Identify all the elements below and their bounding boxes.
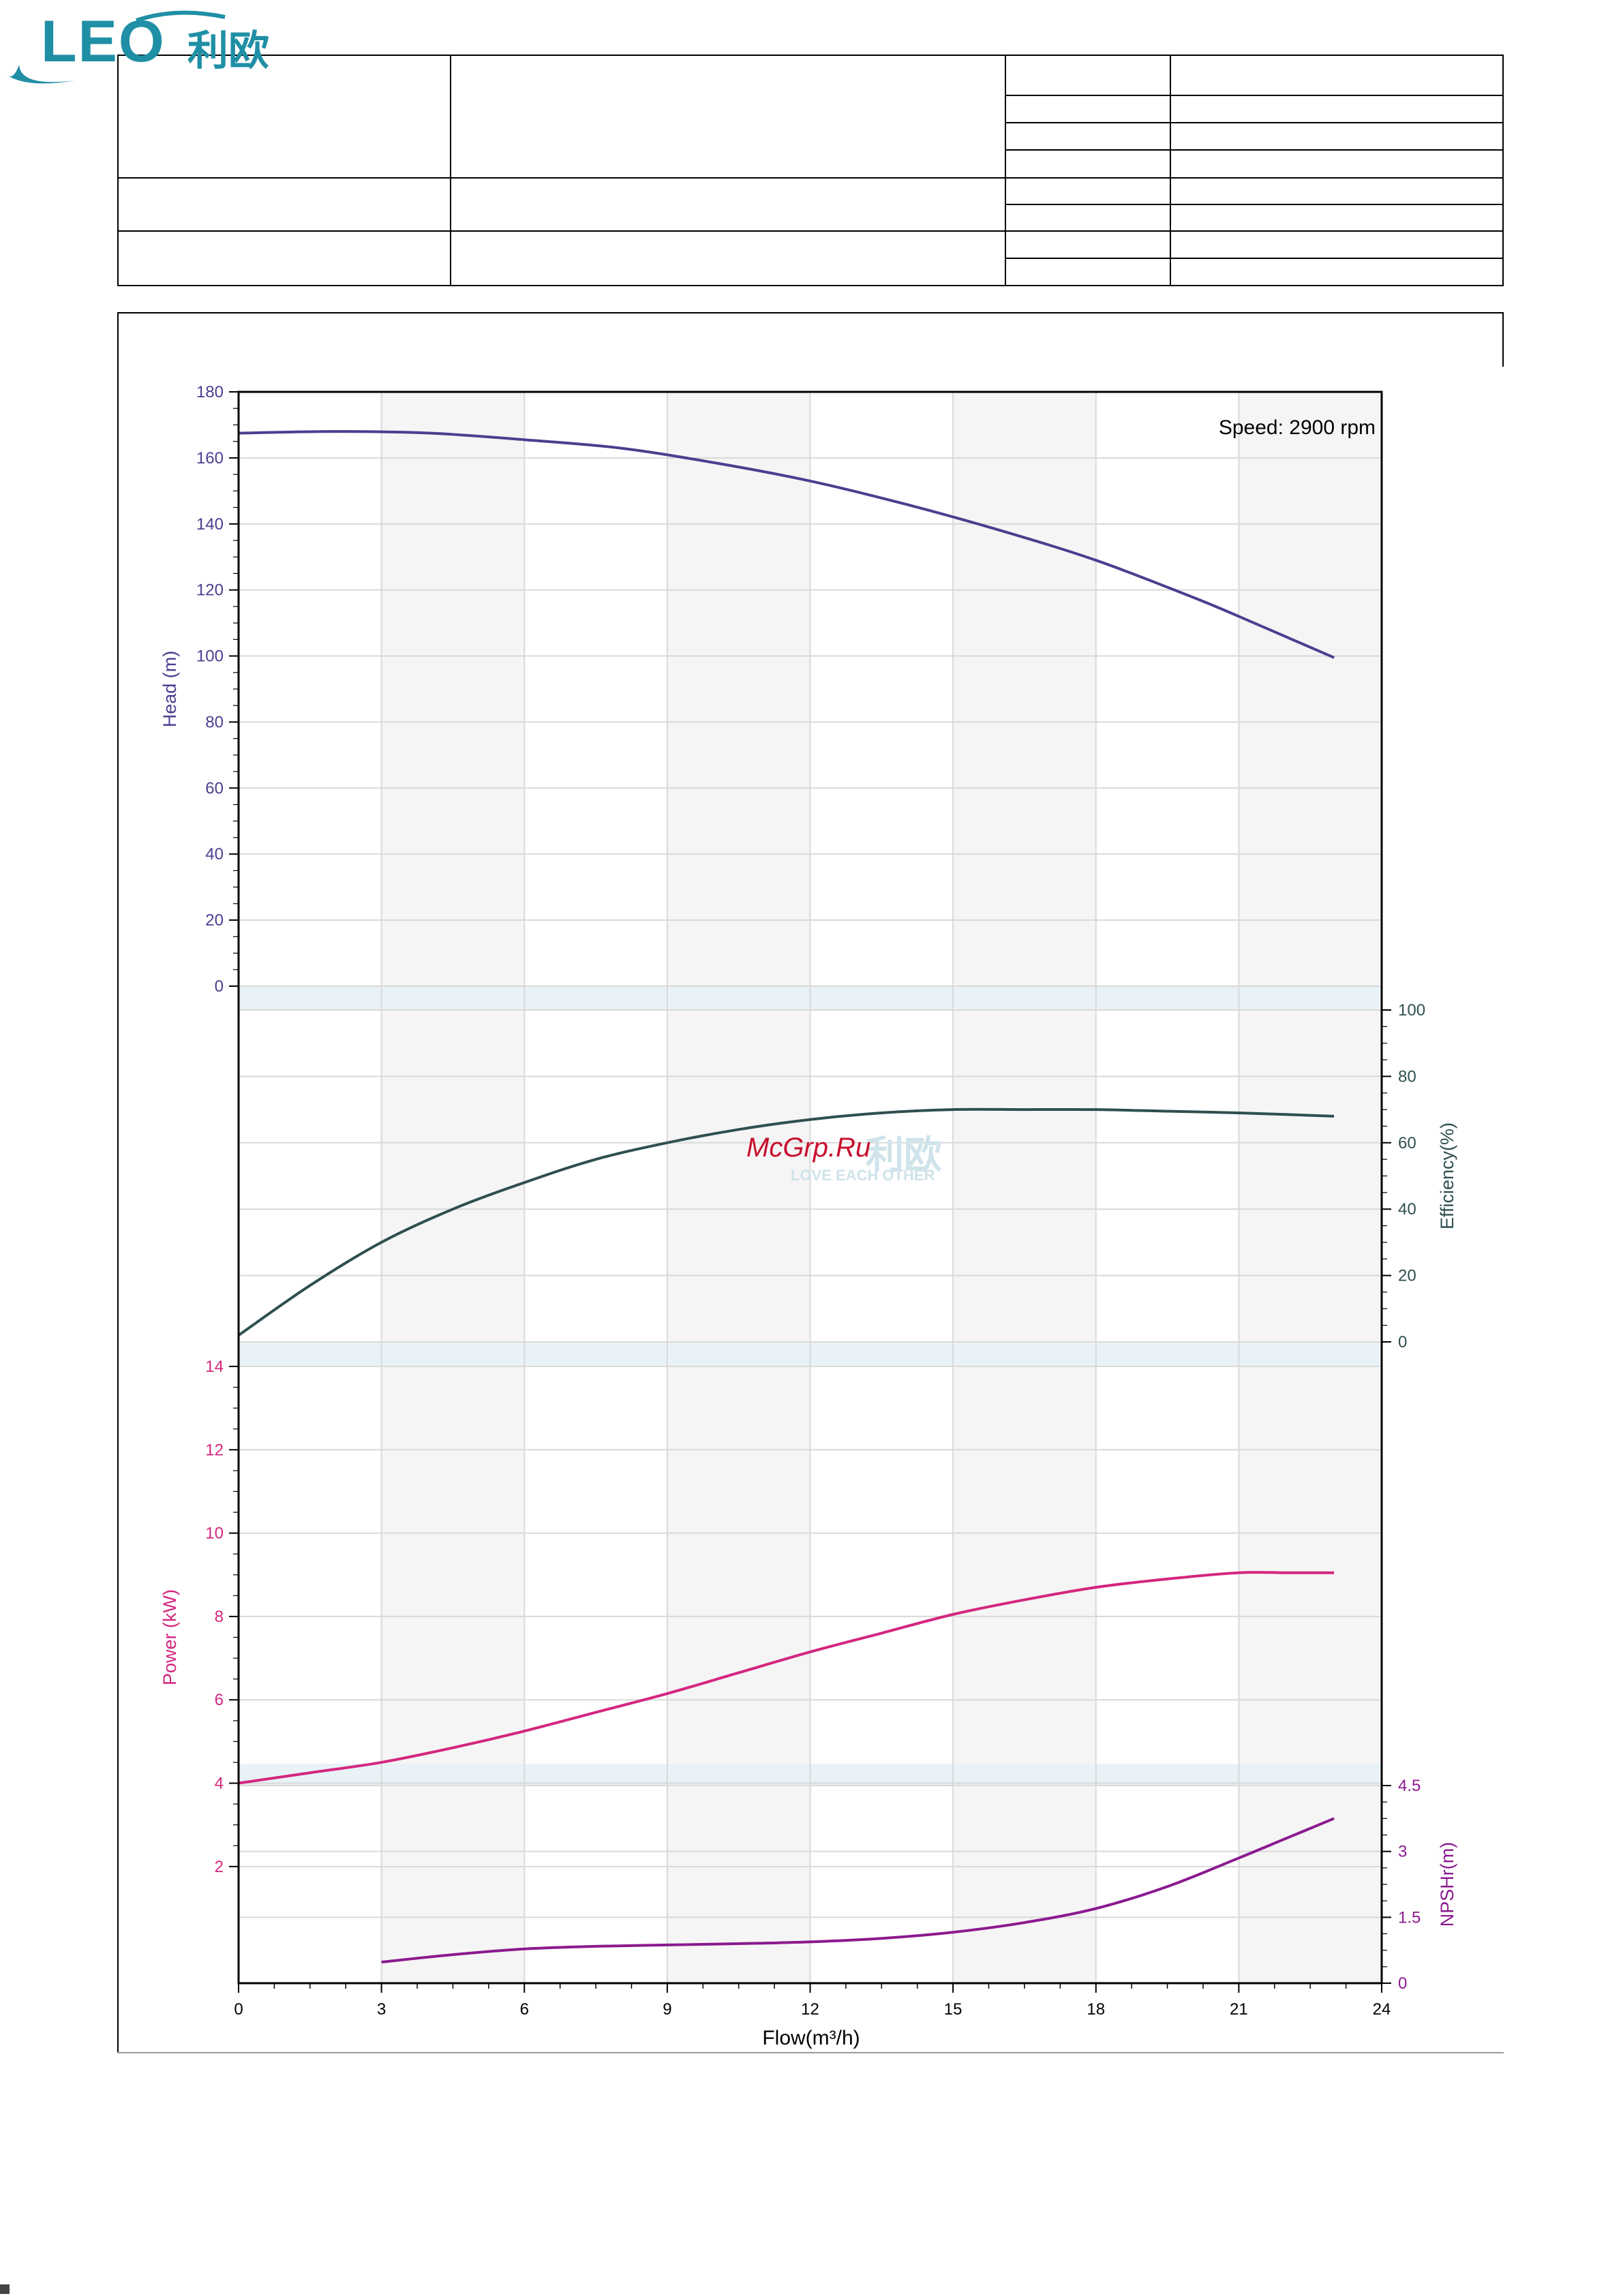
x-tick-label: 9 xyxy=(663,2000,671,2019)
watermark-chinese: 利欧 xyxy=(866,1133,942,1178)
y-tick-label-head: 140 xyxy=(196,515,224,534)
speed-annotation: Speed: 2900 rpm xyxy=(1219,416,1376,439)
grid-cell-shade xyxy=(667,392,810,1983)
logo-swoosh-icon xyxy=(7,10,226,84)
x-tick-label: 0 xyxy=(234,2000,243,2019)
curve-npsh xyxy=(381,1817,1335,1964)
y-axis-label-power: Power (kW) xyxy=(160,1589,180,1685)
plot-border xyxy=(237,391,1383,1985)
x-tick-label: 6 xyxy=(520,2000,529,2019)
y-tick-label-power: 6 xyxy=(215,1691,224,1709)
watermark-site: McGrp.Ru xyxy=(746,1133,871,1163)
y-tick-label-head: 40 xyxy=(205,845,224,863)
grid-cells xyxy=(381,392,1382,1983)
logo-text: LEO xyxy=(41,9,166,74)
logo-chinese-text: 利欧 xyxy=(187,27,269,75)
curves xyxy=(237,430,1335,1964)
y-axis-label-head: Head (m) xyxy=(160,651,180,728)
y-tick-label-efficiency: 80 xyxy=(1398,1067,1416,1086)
x-axis-label: Flow(m³/h) xyxy=(762,2027,860,2049)
x-tick-label: 12 xyxy=(801,2000,819,2019)
y-tick-label-efficiency: 40 xyxy=(1398,1200,1416,1219)
y-tick-label-npsh: 3 xyxy=(1398,1843,1407,1861)
y-axis-label-npsh: NPSHr(m) xyxy=(1437,1842,1457,1927)
watermark-slogan: LOVE EACH OTHER xyxy=(791,1167,935,1184)
x-tick-label: 15 xyxy=(944,2000,962,2019)
y-tick-label-head: 20 xyxy=(205,911,224,930)
grid-lines xyxy=(238,391,1382,1984)
y-tick-label-head: 180 xyxy=(196,383,224,401)
y-tick-label-head: 100 xyxy=(196,647,224,666)
grid-cell-shade xyxy=(381,392,525,1983)
y-tick-label-power: 2 xyxy=(215,1858,224,1876)
y-tick-label-efficiency: 0 xyxy=(1398,1333,1407,1351)
y-tick-label-power: 10 xyxy=(205,1525,224,1543)
y-tick-label-efficiency: 20 xyxy=(1398,1267,1416,1285)
curve-head xyxy=(238,430,1335,659)
y-tick-label-efficiency: 100 xyxy=(1398,1001,1425,1020)
curve-power xyxy=(238,1571,1335,1785)
tick-labels: 0 3 6 9 12 15 18 21 24020406080100120140160180He… xyxy=(160,383,1457,2019)
y-tick-label-npsh: 1.5 xyxy=(1398,1908,1421,1927)
y-tick-label-power: 8 xyxy=(215,1608,224,1626)
y-axis-label-efficiency: Efficiency(%) xyxy=(1437,1122,1457,1229)
y-tick-label-head: 120 xyxy=(196,581,224,600)
x-tick-label: 3 xyxy=(377,2000,386,2019)
y-tick-label-head: 160 xyxy=(196,449,224,468)
x-tick-label: 21 xyxy=(1230,2000,1248,2019)
y-tick-label-power: 12 xyxy=(205,1441,224,1459)
y-tick-label-power: 4 xyxy=(215,1775,224,1793)
grid-cell-shade xyxy=(1239,392,1382,1983)
footer-mark-icon xyxy=(0,2284,10,2294)
x-tick-label: 24 xyxy=(1373,2000,1391,2019)
header-table xyxy=(0,0,1623,293)
y-tick-label-efficiency: 60 xyxy=(1398,1134,1416,1152)
y-tick-label-head: 80 xyxy=(205,713,224,731)
y-tick-label-head: 60 xyxy=(205,779,224,797)
y-tick-label-npsh: 4.5 xyxy=(1398,1777,1421,1795)
y-tick-label-power: 14 xyxy=(205,1358,224,1376)
y-tick-label-head: 0 xyxy=(215,977,224,996)
leo-logo: LEO 利欧 xyxy=(0,0,300,95)
grid-cell-shade xyxy=(953,392,1096,1983)
y-tick-label-npsh: 0 xyxy=(1398,1974,1407,1993)
curve-efficiency xyxy=(237,1107,1335,1336)
x-tick-label: 18 xyxy=(1087,2000,1105,2019)
